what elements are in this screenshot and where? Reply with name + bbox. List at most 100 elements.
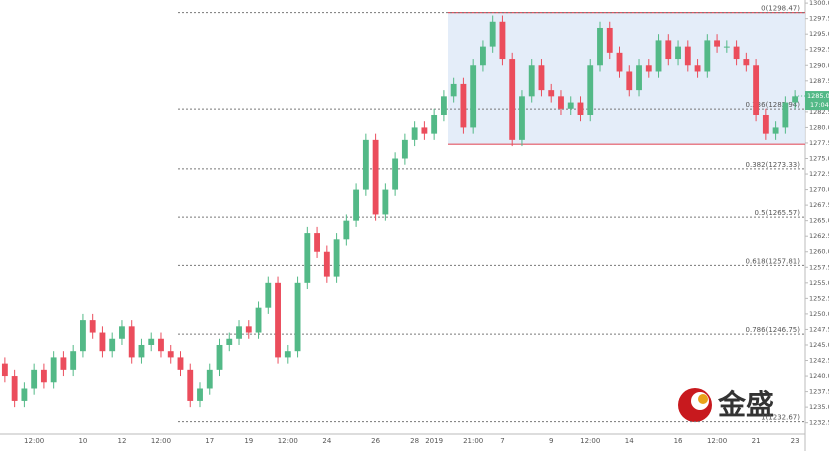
candle-body xyxy=(236,326,242,339)
candle-body xyxy=(655,40,662,72)
y-tick-label: 1232.50 xyxy=(809,419,829,427)
y-tick-label: 1282.50 xyxy=(809,108,829,116)
x-tick-label: 24 xyxy=(322,437,331,445)
candle-body xyxy=(197,388,203,401)
candle-body xyxy=(304,233,311,283)
candle-body xyxy=(216,344,223,370)
y-tick-label: 1247.50 xyxy=(809,325,829,333)
candle-body xyxy=(265,282,272,308)
candle-body xyxy=(401,139,408,159)
candle-body xyxy=(255,307,262,333)
candle-body xyxy=(138,344,145,358)
candle-body xyxy=(753,65,760,115)
candle-body xyxy=(187,369,194,401)
x-tick-label: 21:00 xyxy=(463,437,483,445)
candle-body xyxy=(50,357,57,383)
fib-label: 0.236(1282.94) xyxy=(746,101,801,109)
candle-body xyxy=(558,96,564,109)
x-tick-label: 19 xyxy=(244,437,253,445)
y-tick-label: 1280.00 xyxy=(809,123,829,131)
candle-body xyxy=(606,27,613,53)
candle-body xyxy=(743,59,750,66)
y-tick-label: 1255.00 xyxy=(809,279,829,287)
candle-body xyxy=(489,21,496,47)
candle-body xyxy=(392,158,399,190)
candle-body xyxy=(314,233,320,252)
x-tick-label: 9 xyxy=(549,437,553,445)
candle-body xyxy=(362,139,369,190)
y-tick-label: 1270.00 xyxy=(809,186,829,194)
y-tick-label: 1237.50 xyxy=(809,388,829,396)
candle-body xyxy=(782,102,789,128)
y-tick-label: 1242.50 xyxy=(809,357,829,365)
candle-body xyxy=(626,71,633,91)
candle-body xyxy=(480,46,486,66)
y-tick-label: 1257.50 xyxy=(809,263,829,271)
candle-body xyxy=(128,326,135,358)
fib-label: 1(1232.67) xyxy=(761,414,800,422)
x-tick-label: 17 xyxy=(205,437,214,445)
candle-body xyxy=(226,338,233,345)
candle-body xyxy=(119,326,125,339)
candle-body xyxy=(372,139,379,215)
candle-body xyxy=(509,59,516,140)
x-tick-label: 10 xyxy=(78,437,87,445)
candle-body xyxy=(206,369,213,389)
candle-body xyxy=(343,220,350,240)
y-tick-label: 1262.50 xyxy=(809,232,829,240)
fib-label: 0(1298.47) xyxy=(761,5,800,13)
candle-body xyxy=(70,351,77,370)
y-tick-label: 1245.00 xyxy=(809,341,829,349)
candle-body xyxy=(80,320,86,352)
candle-body xyxy=(616,52,623,72)
logo xyxy=(678,388,712,422)
candle-body xyxy=(675,46,681,60)
candle-body xyxy=(704,40,711,72)
candle-body xyxy=(411,127,418,140)
candle-body xyxy=(421,127,428,134)
candle-body xyxy=(577,102,584,115)
x-tick-label: 14 xyxy=(625,437,634,445)
candle-body xyxy=(99,332,106,352)
candle-body xyxy=(431,114,438,134)
y-tick-label: 1252.50 xyxy=(809,294,829,302)
candle-body xyxy=(762,114,769,134)
candle-body xyxy=(528,65,535,97)
y-tick-label: 1235.00 xyxy=(809,403,829,411)
candle-body xyxy=(567,102,574,109)
y-tick-label: 1240.00 xyxy=(809,372,829,380)
candle-body xyxy=(519,96,525,140)
candle-body xyxy=(21,388,28,401)
candle-body xyxy=(733,46,740,60)
candle-body xyxy=(40,369,47,383)
y-tick-label: 1295.00 xyxy=(809,30,829,38)
candle-body xyxy=(665,40,672,60)
candle-body xyxy=(499,21,506,60)
y-tick-label: 1275.00 xyxy=(809,155,829,163)
candle-body xyxy=(714,40,720,47)
y-tick-label: 1265.00 xyxy=(809,217,829,225)
x-tick-label: 28 xyxy=(410,437,419,445)
candle-body xyxy=(89,320,96,333)
candle-body xyxy=(333,239,340,277)
candle-body xyxy=(723,46,730,48)
candle-body xyxy=(694,65,701,72)
candle-body xyxy=(323,251,330,277)
candle-body xyxy=(636,65,642,91)
last-price-box xyxy=(805,91,829,111)
candle-body xyxy=(177,357,184,370)
x-tick-label: 12:00 xyxy=(278,437,298,445)
candle-body xyxy=(1,363,8,377)
x-tick-label: 23 xyxy=(791,437,800,445)
last-price-label: 1285.05 xyxy=(807,92,829,100)
candle-body xyxy=(645,65,652,72)
y-tick-label: 1287.50 xyxy=(809,77,829,85)
candle-body xyxy=(772,127,779,134)
y-tick-label: 1300.00 xyxy=(809,0,829,7)
candle-body xyxy=(11,376,18,401)
candle-body xyxy=(597,27,603,66)
candle-body xyxy=(548,90,555,97)
fib-label: 0.618(1257.81) xyxy=(746,257,801,265)
candle-body xyxy=(31,369,38,389)
